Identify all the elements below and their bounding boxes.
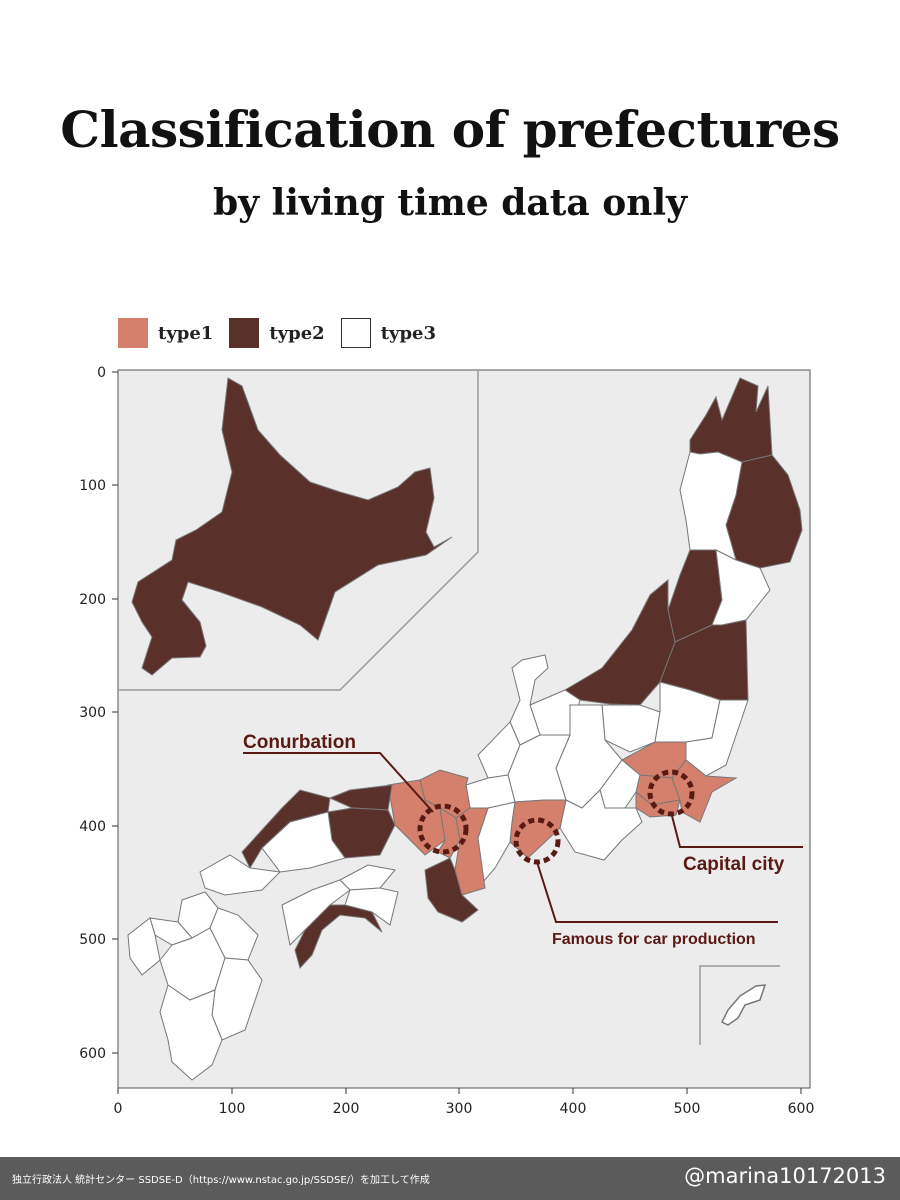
legend-swatch-type1 bbox=[118, 318, 148, 348]
x-tick-label: 600 bbox=[788, 1101, 815, 1117]
legend-item-type3: type3 bbox=[340, 318, 437, 348]
car-production-label: Famous for car production bbox=[552, 931, 756, 948]
x-tick-label: 200 bbox=[333, 1101, 360, 1117]
legend-label-type1: type1 bbox=[158, 322, 214, 344]
conurbation-label: Conurbation bbox=[243, 732, 356, 753]
region-hiroshima bbox=[261, 811, 346, 873]
y-tick-label: 200 bbox=[79, 592, 106, 608]
footer-handle: @marina10172013 bbox=[684, 1164, 886, 1188]
legend-item-type1: type1 bbox=[118, 318, 213, 348]
car-production-leader bbox=[536, 861, 778, 923]
hokkaido-inset-frame bbox=[118, 370, 479, 691]
x-tick-label: 300 bbox=[446, 1101, 473, 1117]
conurbation-leader bbox=[243, 752, 434, 813]
legend-item-type2: type2 bbox=[229, 318, 325, 348]
footer-credit: 独立行政法人 統計センター SSDSE-D（https://www.nstac.… bbox=[12, 1175, 430, 1186]
y-tick-label: 500 bbox=[79, 932, 106, 948]
legend-label-type3: type3 bbox=[380, 322, 437, 344]
region-nara bbox=[454, 807, 489, 896]
y-tick-label: 600 bbox=[79, 1046, 106, 1062]
capital-leader bbox=[670, 811, 803, 848]
region-yamaguchi bbox=[199, 854, 282, 896]
region-akita bbox=[679, 451, 743, 561]
region-tottori bbox=[328, 784, 393, 811]
region-shizuoka bbox=[559, 789, 643, 861]
x-tick-label: 400 bbox=[560, 1101, 587, 1117]
y-axis bbox=[112, 371, 118, 1054]
y-tick-label: 300 bbox=[79, 705, 106, 721]
legend: type1 type2 type3 bbox=[118, 318, 452, 348]
page-subtitle: by living time data only bbox=[212, 182, 688, 224]
region-kochi bbox=[294, 904, 383, 969]
legend-label-type2: type2 bbox=[269, 322, 325, 344]
y-tick-label: 400 bbox=[79, 819, 106, 835]
region-okinawa bbox=[720, 984, 767, 1026]
region-ehime bbox=[281, 879, 351, 947]
footer-bar: 独立行政法人 統計センター SSDSE-D（https://www.nstac.… bbox=[0, 1157, 900, 1200]
okinawa-inset-frame bbox=[699, 965, 780, 1045]
capital-city-label: Capital city bbox=[683, 854, 785, 875]
y-tick-label: 0 bbox=[97, 365, 106, 381]
x-axis bbox=[117, 1088, 802, 1094]
x-tick-label: 0 bbox=[114, 1101, 123, 1117]
page-title: Classification of prefectures bbox=[60, 100, 840, 159]
x-tick-label: 500 bbox=[674, 1101, 701, 1117]
region-kagoshima bbox=[159, 984, 223, 1081]
y-tick-label: 100 bbox=[79, 478, 106, 494]
conurbation-circle bbox=[417, 803, 469, 855]
legend-swatch-type2 bbox=[229, 318, 260, 348]
x-tick-label: 100 bbox=[219, 1101, 246, 1117]
legend-swatch-type3 bbox=[340, 318, 371, 348]
region-hokkaido bbox=[131, 377, 453, 676]
region-wakayama bbox=[424, 857, 479, 923]
region-ishikawa bbox=[509, 654, 549, 746]
